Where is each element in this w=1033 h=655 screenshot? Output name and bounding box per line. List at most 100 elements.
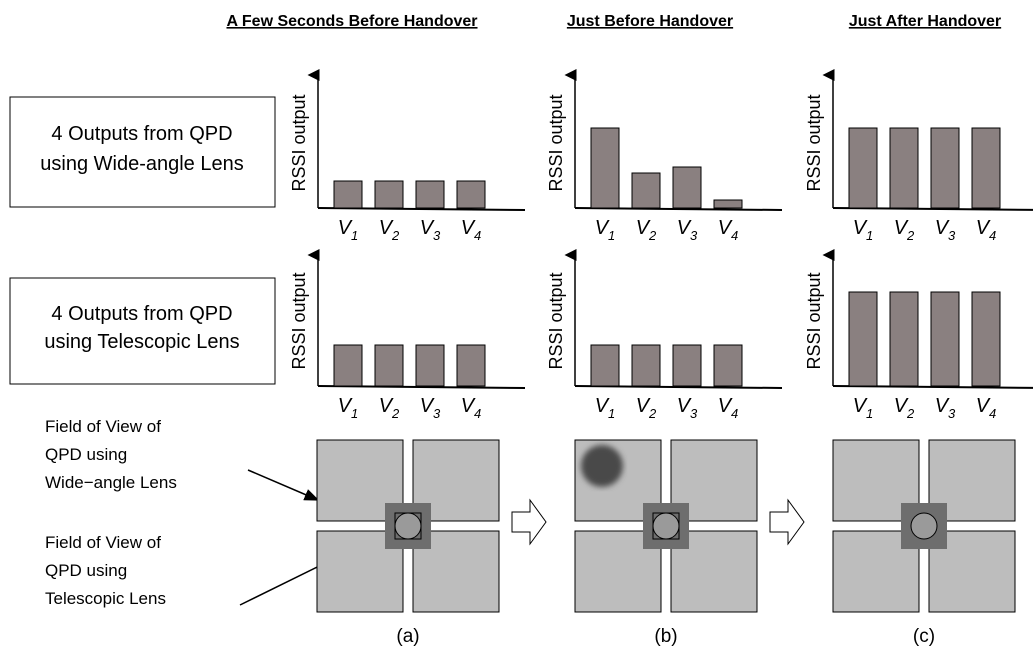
bar-label-letter: V: [461, 217, 476, 239]
bar-label: V4: [461, 395, 482, 421]
bar: [456, 180, 486, 209]
bar: [930, 127, 960, 209]
bar: [374, 344, 404, 387]
detector-quadrant: [412, 530, 500, 613]
bar-label-letter: V: [976, 217, 991, 239]
bar-label: V1: [853, 395, 874, 421]
bar: [971, 127, 1001, 209]
bar-label: V2: [636, 217, 657, 243]
bar-label-sub: 2: [906, 228, 915, 243]
row-box: [9, 277, 276, 385]
bar-label-letter: V: [595, 395, 610, 417]
bar-label-letter: V: [677, 217, 692, 239]
column-title: Just Before Handover: [567, 13, 733, 30]
row-label: using Telescopic Lens: [44, 331, 239, 353]
y-axis-label: RSSI output: [804, 94, 824, 191]
bar-label-sub: 2: [648, 228, 657, 243]
bar-label: V3: [420, 217, 441, 243]
bar: [672, 344, 702, 387]
y-axis-label: RSSI output: [546, 94, 566, 191]
bar-label-letter: V: [976, 395, 991, 417]
bar-label-letter: V: [461, 395, 476, 417]
bar: [333, 344, 363, 387]
bar-label: V3: [935, 217, 956, 243]
moving-spot: [581, 445, 623, 487]
bar-label-letter: V: [595, 217, 610, 239]
bar-label-letter: V: [718, 217, 733, 239]
bar-label-letter: V: [379, 395, 394, 417]
bar-label-sub: 4: [474, 228, 481, 243]
bar-label: V4: [976, 395, 997, 421]
bar-label-sub: 1: [351, 406, 358, 421]
bar: [631, 172, 661, 209]
bar-label-sub: 4: [474, 406, 481, 421]
bar-label: V4: [718, 395, 739, 421]
bar-label: V2: [379, 395, 400, 421]
bar: [333, 180, 363, 209]
bar: [713, 199, 743, 209]
bar-label: V1: [595, 217, 616, 243]
step-arrow: [511, 498, 547, 546]
bar-label: V2: [894, 217, 915, 243]
bar-label-sub: 1: [608, 406, 615, 421]
bar-label: V1: [595, 395, 616, 421]
bar-label-sub: 4: [731, 228, 738, 243]
bar-label-sub: 2: [391, 406, 400, 421]
step-arrow: [769, 498, 805, 546]
bar-label-letter: V: [894, 395, 909, 417]
bar: [415, 180, 445, 209]
bar-label-sub: 3: [690, 228, 698, 243]
bar-label: V2: [379, 217, 400, 243]
bar-label-sub: 2: [906, 406, 915, 421]
column-title: A Few Seconds Before Handover: [226, 13, 477, 30]
annotation: Field of View of: [45, 533, 161, 552]
bar: [848, 291, 878, 387]
bar-label: V2: [636, 395, 657, 421]
y-axis-label: RSSI output: [289, 94, 309, 191]
bar-label-sub: 3: [433, 228, 441, 243]
bar-label-sub: 3: [948, 406, 956, 421]
bar-label-letter: V: [853, 217, 868, 239]
bar: [456, 344, 486, 387]
bar-label-letter: V: [420, 217, 435, 239]
bar-label-letter: V: [853, 395, 868, 417]
annotation: Telescopic Lens: [45, 589, 166, 608]
bar-label-letter: V: [894, 217, 909, 239]
bar-label-letter: V: [636, 395, 651, 417]
bar-label-letter: V: [718, 395, 733, 417]
bar-label-letter: V: [935, 395, 950, 417]
bar-label: V3: [677, 395, 698, 421]
column-title: Just After Handover: [849, 13, 1001, 30]
light-spot: [652, 512, 680, 540]
bar-label-letter: V: [935, 217, 950, 239]
annotation: Field of View of: [45, 417, 161, 436]
bar-label: V1: [338, 217, 359, 243]
light-spot: [910, 512, 938, 540]
bar-label-sub: 1: [351, 228, 358, 243]
bar-label-sub: 3: [948, 228, 956, 243]
bar-label: V2: [894, 395, 915, 421]
bar-label-letter: V: [338, 395, 353, 417]
bar-label-sub: 3: [433, 406, 441, 421]
bar-label-letter: V: [636, 217, 651, 239]
bar-label: V3: [935, 395, 956, 421]
bar-label-sub: 1: [866, 406, 873, 421]
bar-label: V1: [338, 395, 359, 421]
row-label: using Wide-angle Lens: [40, 153, 243, 175]
bar: [672, 166, 702, 209]
annotation: Wide−angle Lens: [45, 473, 177, 492]
bar-label: V3: [677, 217, 698, 243]
bar-label: V3: [420, 395, 441, 421]
row-label: 4 Outputs from QPD: [51, 123, 232, 145]
row-box: [9, 96, 276, 208]
bar-label-sub: 2: [648, 406, 657, 421]
bar-label: V4: [461, 217, 482, 243]
bar-label-sub: 4: [989, 406, 996, 421]
bar-label-letter: V: [420, 395, 435, 417]
bar-label-sub: 1: [608, 228, 615, 243]
bar-label-sub: 1: [866, 228, 873, 243]
bar-label-letter: V: [338, 217, 353, 239]
bar: [889, 127, 919, 209]
y-axis-label: RSSI output: [804, 272, 824, 369]
